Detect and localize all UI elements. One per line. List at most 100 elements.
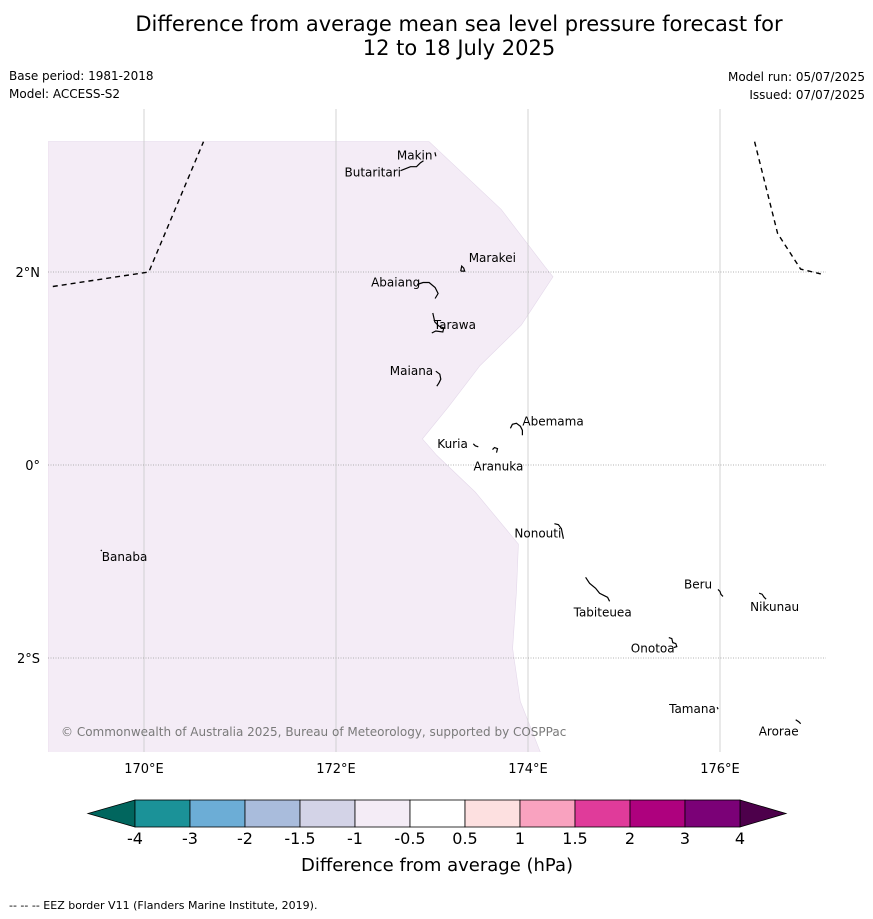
colorbar-segment	[574, 799, 631, 828]
eez-border-line	[52, 141, 205, 288]
colorbar-tick-label: -0.5	[394, 829, 425, 848]
colorbar-tick-label: 1	[515, 829, 525, 848]
colorbar-segment	[354, 799, 411, 828]
island-label: Nikunau	[750, 600, 799, 614]
model-run-text: Model run: 05/07/2025	[727, 70, 865, 84]
island-tamana: Tamana	[668, 702, 719, 716]
island-label: Marakei	[469, 251, 516, 265]
island-label: Nonouti	[514, 527, 561, 541]
island-outline	[717, 588, 724, 597]
island-label: Tabiteuea	[573, 605, 632, 619]
colorbar-label: Difference from average (hPa)	[301, 855, 573, 876]
island-nonouti: Nonouti	[514, 523, 564, 541]
colorbar-tick-label: -2	[237, 829, 253, 848]
colorbar-tick-label: 0.5	[452, 829, 477, 848]
island-outline	[100, 549, 103, 552]
island-label: Abemama	[522, 414, 583, 428]
island-outline	[509, 422, 524, 436]
right-metadata: Model run: 05/07/2025 Issued: 07/07/2025	[728, 68, 865, 104]
title-line-1: Difference from average mean sea level p…	[135, 12, 783, 36]
colorbar-tick-label: -3	[182, 829, 198, 848]
island-outline	[460, 264, 466, 272]
island-kuria: Kuria	[437, 437, 479, 451]
issued-text: Issued: 07/07/2025	[749, 88, 865, 102]
island-outline	[416, 281, 439, 299]
colorbar-tick-label: 3	[680, 829, 690, 848]
base-period-text: Base period: 1981-2018	[9, 69, 154, 83]
island-label: Onotoa	[631, 642, 675, 656]
island-outline	[716, 706, 719, 710]
chart-title: Difference from average mean sea level p…	[0, 12, 873, 60]
island-outline	[492, 446, 499, 453]
copyright-text: © Commonwealth of Australia 2025, Bureau…	[61, 725, 566, 739]
island-label: Banaba	[102, 550, 148, 564]
island-label: Tamana	[668, 702, 716, 716]
colorbar-segment	[629, 799, 686, 828]
island-label: Butaritari	[345, 166, 402, 180]
island-label: Arorae	[759, 725, 799, 739]
island-outline	[400, 160, 424, 172]
colorbar-segment	[299, 799, 356, 828]
island-outline	[435, 370, 442, 387]
colorbar-tick-label: 4	[735, 829, 745, 848]
island-label: Kuria	[437, 437, 468, 451]
longitude-tick-label: 174°E	[508, 762, 548, 777]
latitude-tick-label: 0°	[25, 459, 40, 474]
island-outline	[758, 592, 767, 600]
island-label: Maiana	[390, 364, 433, 378]
island-outline	[668, 637, 678, 649]
eez-footnote: -- -- -- EEZ border V11 (Flanders Marine…	[9, 899, 318, 912]
colorbar-segment	[189, 799, 246, 828]
island-label: Beru	[684, 577, 712, 591]
island-onotoa: Onotoa	[631, 637, 678, 656]
pressure-anomaly-region	[48, 141, 554, 752]
colorbar-segment	[134, 799, 191, 828]
colorbar-segment	[464, 799, 521, 828]
island-outline	[585, 576, 611, 602]
island-beru: Beru	[684, 577, 724, 597]
island-label: Makin	[397, 148, 433, 162]
island-tabiteuea: Tabiteuea	[573, 576, 632, 619]
island-label: Tarawa	[433, 318, 476, 332]
colorbar: -4 -3 -2 -1.5 -1 -0.5 0.5 1 1.5 2 3 4 Difference fro…	[86, 799, 788, 876]
colorbar-under-extension	[86, 799, 136, 828]
title-line-2: 12 to 18 July 2025	[362, 36, 556, 60]
island-label: Aranuka	[474, 460, 524, 474]
colorbar-over-extension	[739, 799, 788, 828]
latitude-tick-label: 2°S	[17, 652, 40, 667]
island-aranuka: Aranuka	[474, 446, 524, 474]
colorbar-tick-label: -1	[347, 829, 363, 848]
island-banaba: Banaba	[100, 549, 148, 564]
colorbar-segment	[244, 799, 301, 828]
island-maiana: Maiana	[390, 364, 442, 387]
island-butaritari: Butaritari	[345, 160, 424, 180]
longitude-tick-label: 172°E	[316, 762, 356, 777]
colorbar-segment	[684, 799, 741, 828]
island-label: Abaiang	[371, 276, 420, 290]
island-outline	[472, 443, 479, 448]
map-plot-area: Makin Butaritari Marakei Abaiang Tarawa Maian…	[16, 109, 826, 777]
island-makin: Makin	[397, 148, 437, 162]
island-outline	[795, 719, 802, 725]
model-text: Model: ACCESS-S2	[9, 87, 121, 101]
island-outline	[431, 312, 445, 334]
left-metadata: Base period: 1981-2018 Model: ACCESS-S2	[9, 67, 154, 103]
island-outline	[554, 523, 564, 539]
island-nikunau: Nikunau	[750, 592, 799, 614]
latitude-tick-label: 2°N	[16, 266, 41, 281]
colorbar-tick-label: 1.5	[562, 829, 587, 848]
island-arorae: Arorae	[759, 719, 802, 739]
island-abemama: Abemama	[509, 414, 584, 436]
colorbar-segment	[409, 799, 466, 828]
colorbar-segment	[519, 799, 576, 828]
map-layers: Makin Butaritari Marakei Abaiang Tarawa Maian…	[48, 109, 826, 752]
island-outline	[434, 152, 437, 157]
colorbar-tick-label: -4	[127, 829, 143, 848]
longitude-tick-label: 176°E	[700, 762, 740, 777]
colorbar-tick-label: -1.5	[284, 829, 315, 848]
island-tarawa: Tarawa	[431, 312, 476, 334]
eez-border-line	[753, 141, 821, 275]
longitude-tick-label: 170°E	[124, 762, 164, 777]
island-abaiang: Abaiang	[371, 276, 439, 299]
